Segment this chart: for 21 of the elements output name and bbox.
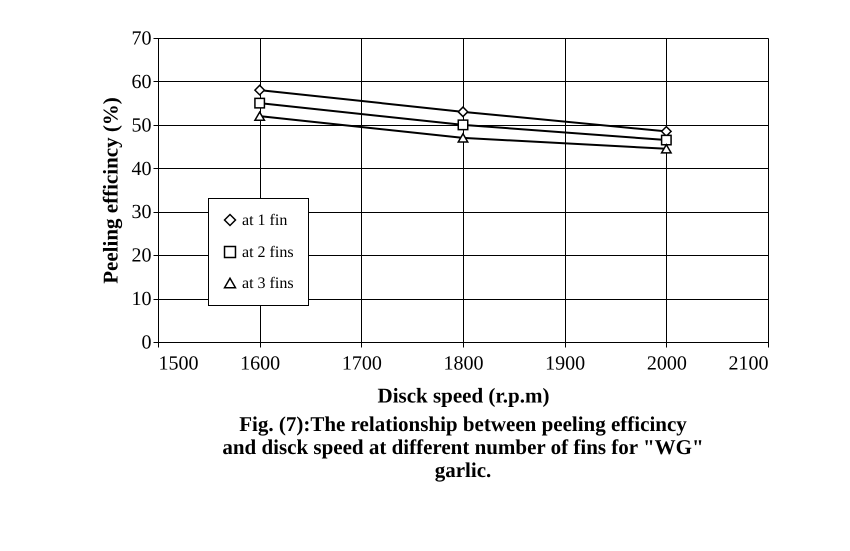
y-axis-title: Peeling efficincy (%) [98, 97, 122, 284]
x-tick-label: 1800 [444, 352, 484, 374]
y-tick-label: 20 [132, 244, 152, 267]
y-tick-label: 60 [132, 70, 152, 93]
y-tick-label: 70 [132, 28, 152, 50]
y-tick-label: 40 [132, 158, 152, 180]
legend-label: at 1 fin [242, 212, 288, 229]
x-tick-label: 1900 [545, 352, 586, 374]
x-tick-label: 1600 [240, 352, 280, 374]
x-tick-label: 1500 [158, 352, 198, 374]
x-tick-label: 2100 [728, 352, 768, 374]
y-tick-label: 0 [142, 332, 152, 354]
x-tick-label: 1700 [342, 352, 382, 374]
legend-label: at 3 fins [242, 275, 294, 292]
y-tick-label: 30 [132, 201, 152, 224]
text: Fig. (7):The relationship between peeling efficincy and disck speed at different number of fins for "WG" garlic. [222, 412, 704, 482]
y-tick-label: 50 [132, 114, 152, 136]
x-tick-label: 2000 [646, 352, 687, 374]
y-tick-label: 10 [132, 288, 152, 310]
x-axis-title: Disck speed (r.p.m) [378, 384, 550, 408]
legend-label: at 2 fins [242, 244, 294, 261]
